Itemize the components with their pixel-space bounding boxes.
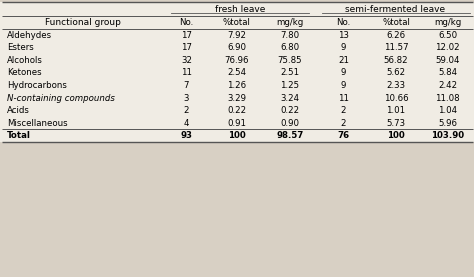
Text: 3.24: 3.24 [281,94,300,102]
Text: 1.04: 1.04 [438,106,457,115]
Text: 17: 17 [181,31,192,40]
Text: 4: 4 [184,119,189,128]
Text: Alcohols: Alcohols [7,56,43,65]
Text: 0.91: 0.91 [227,119,246,128]
Text: Acids: Acids [7,106,30,115]
Text: 3: 3 [184,94,189,102]
Text: 10.66: 10.66 [383,94,408,102]
Text: 103.90: 103.90 [431,131,464,140]
Text: 1.26: 1.26 [227,81,246,90]
Text: Total: Total [7,131,31,140]
Text: 6.26: 6.26 [386,31,406,40]
Text: 0.22: 0.22 [281,106,300,115]
Text: mg/kg: mg/kg [434,18,461,27]
Text: 13: 13 [338,31,349,40]
Text: No.: No. [337,18,351,27]
Text: 6.80: 6.80 [281,43,300,52]
Text: 75.85: 75.85 [278,56,302,65]
Bar [0,2,474,142]
Text: 21: 21 [338,56,349,65]
Text: 59.04: 59.04 [435,56,460,65]
Text: Miscellaneous: Miscellaneous [7,119,68,128]
Text: 6.50: 6.50 [438,31,457,40]
Text: 93: 93 [181,131,192,140]
Text: 11.08: 11.08 [435,94,460,102]
Text: 56.82: 56.82 [383,56,408,65]
Text: 11: 11 [338,94,349,102]
Text: semi-fermented leave: semi-fermented leave [345,4,445,14]
Text: 5.62: 5.62 [386,68,406,78]
Text: 0.22: 0.22 [227,106,246,115]
Text: 1.01: 1.01 [386,106,406,115]
Text: 9: 9 [341,81,346,90]
Text: 12.02: 12.02 [435,43,460,52]
Text: Hydrocarbons: Hydrocarbons [7,81,67,90]
Text: 2.51: 2.51 [281,68,300,78]
Text: 2: 2 [184,106,189,115]
Text: 1.25: 1.25 [281,81,300,90]
Text: 9: 9 [341,43,346,52]
Text: %total: %total [382,18,410,27]
Text: 2: 2 [341,119,346,128]
Text: 2.42: 2.42 [438,81,457,90]
Text: 9: 9 [341,68,346,78]
Text: fresh leave: fresh leave [215,4,265,14]
Text: 11: 11 [181,68,192,78]
Text: 7.80: 7.80 [281,31,300,40]
Text: 5.84: 5.84 [438,68,457,78]
Text: 17: 17 [181,43,192,52]
Text: mg/kg: mg/kg [276,18,304,27]
Text: Functional group: Functional group [45,18,120,27]
Text: 6.90: 6.90 [227,43,246,52]
Text: No.: No. [179,18,193,27]
Text: Esters: Esters [7,43,34,52]
Text: N-containing compounds: N-containing compounds [7,94,115,102]
Text: 76.96: 76.96 [224,56,249,65]
Text: Aldehydes: Aldehydes [7,31,52,40]
Text: 7: 7 [184,81,189,90]
Text: 100: 100 [387,131,405,140]
Text: 2: 2 [341,106,346,115]
Text: 2.33: 2.33 [386,81,406,90]
Text: 76: 76 [337,131,349,140]
Text: %total: %total [223,18,250,27]
Text: 32: 32 [181,56,192,65]
Text: 7.92: 7.92 [227,31,246,40]
Text: 5.73: 5.73 [386,119,406,128]
Text: Ketones: Ketones [7,68,42,78]
Text: 100: 100 [228,131,246,140]
Text: 98.57: 98.57 [276,131,304,140]
Text: 0.90: 0.90 [281,119,300,128]
Text: 3.29: 3.29 [227,94,246,102]
Text: 5.96: 5.96 [438,119,457,128]
Text: 11.57: 11.57 [383,43,408,52]
Text: 2.54: 2.54 [227,68,246,78]
